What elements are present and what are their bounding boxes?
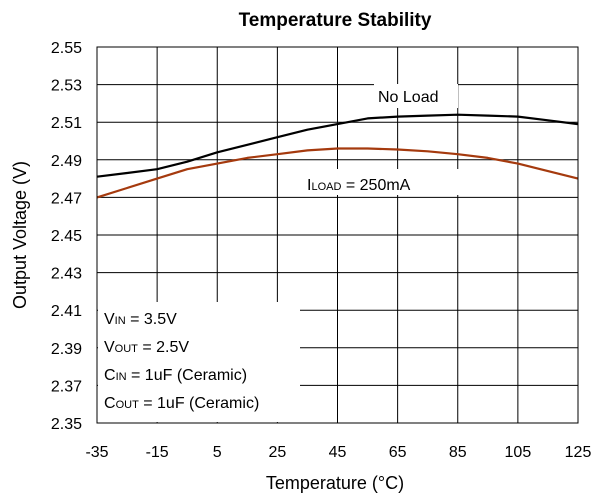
x-axis-label: Temperature (°C): [266, 473, 404, 493]
no-load-label-bg: [374, 84, 458, 108]
y-tick-label: 2.37: [51, 378, 82, 395]
condition-line: VOUT = 2.5V: [104, 339, 189, 356]
x-tick-label: 45: [329, 444, 347, 461]
y-tick-label: 2.47: [51, 190, 82, 207]
conditions-list: VIN = 3.5V VOUT = 2.5V CIN = 1uF (Ceramic)…: [104, 311, 259, 412]
y-tick-label: 2.39: [51, 341, 82, 358]
x-tick-label: -15: [146, 444, 169, 461]
condition-line: CIN = 1uF (Ceramic): [104, 367, 247, 384]
y-tick-label: 2.49: [51, 153, 82, 170]
conditions-box: [98, 302, 300, 422]
x-tick-label: 5: [213, 444, 222, 461]
y-tick-labels: 2.55 2.53 2.51 2.49 2.47 2.45 2.43 2.41 2.39 2.37…: [51, 40, 82, 433]
series-label-no-load: No Load: [378, 89, 439, 106]
x-tick-label: 25: [268, 444, 286, 461]
y-tick-label: 2.53: [51, 78, 82, 95]
series-line-iload: [96, 147, 579, 199]
x-tick-label: 65: [389, 444, 407, 461]
x-tick-label: -35: [85, 444, 108, 461]
chart-title: Temperature Stability: [239, 10, 432, 31]
y-axis-label: Output Voltage (V): [10, 161, 30, 309]
y-tick-label: 2.55: [51, 40, 82, 57]
condition-line: VIN = 3.5V: [104, 311, 177, 328]
condition-line: COUT = 1uF (Ceramic): [104, 395, 259, 412]
series-line-no-load: [96, 113, 579, 178]
y-tick-label: 2.43: [51, 266, 82, 283]
y-tick-label: 2.51: [51, 115, 82, 132]
series-label-iload: ILOAD = 250mA: [307, 177, 411, 194]
x-tick-labels: -35 -15 5 25 45 65 85 105 125: [85, 444, 591, 461]
x-tick-label: 125: [565, 444, 592, 461]
y-tick-label: 2.45: [51, 228, 82, 245]
y-tick-label: 2.35: [51, 416, 82, 433]
x-tick-label: 105: [505, 444, 532, 461]
x-tick-label: 85: [449, 444, 467, 461]
plot-frame: [96, 46, 579, 424]
iload-label-bg: [304, 169, 464, 195]
y-tick-label: 2.41: [51, 303, 82, 320]
series-group: [96, 113, 579, 199]
